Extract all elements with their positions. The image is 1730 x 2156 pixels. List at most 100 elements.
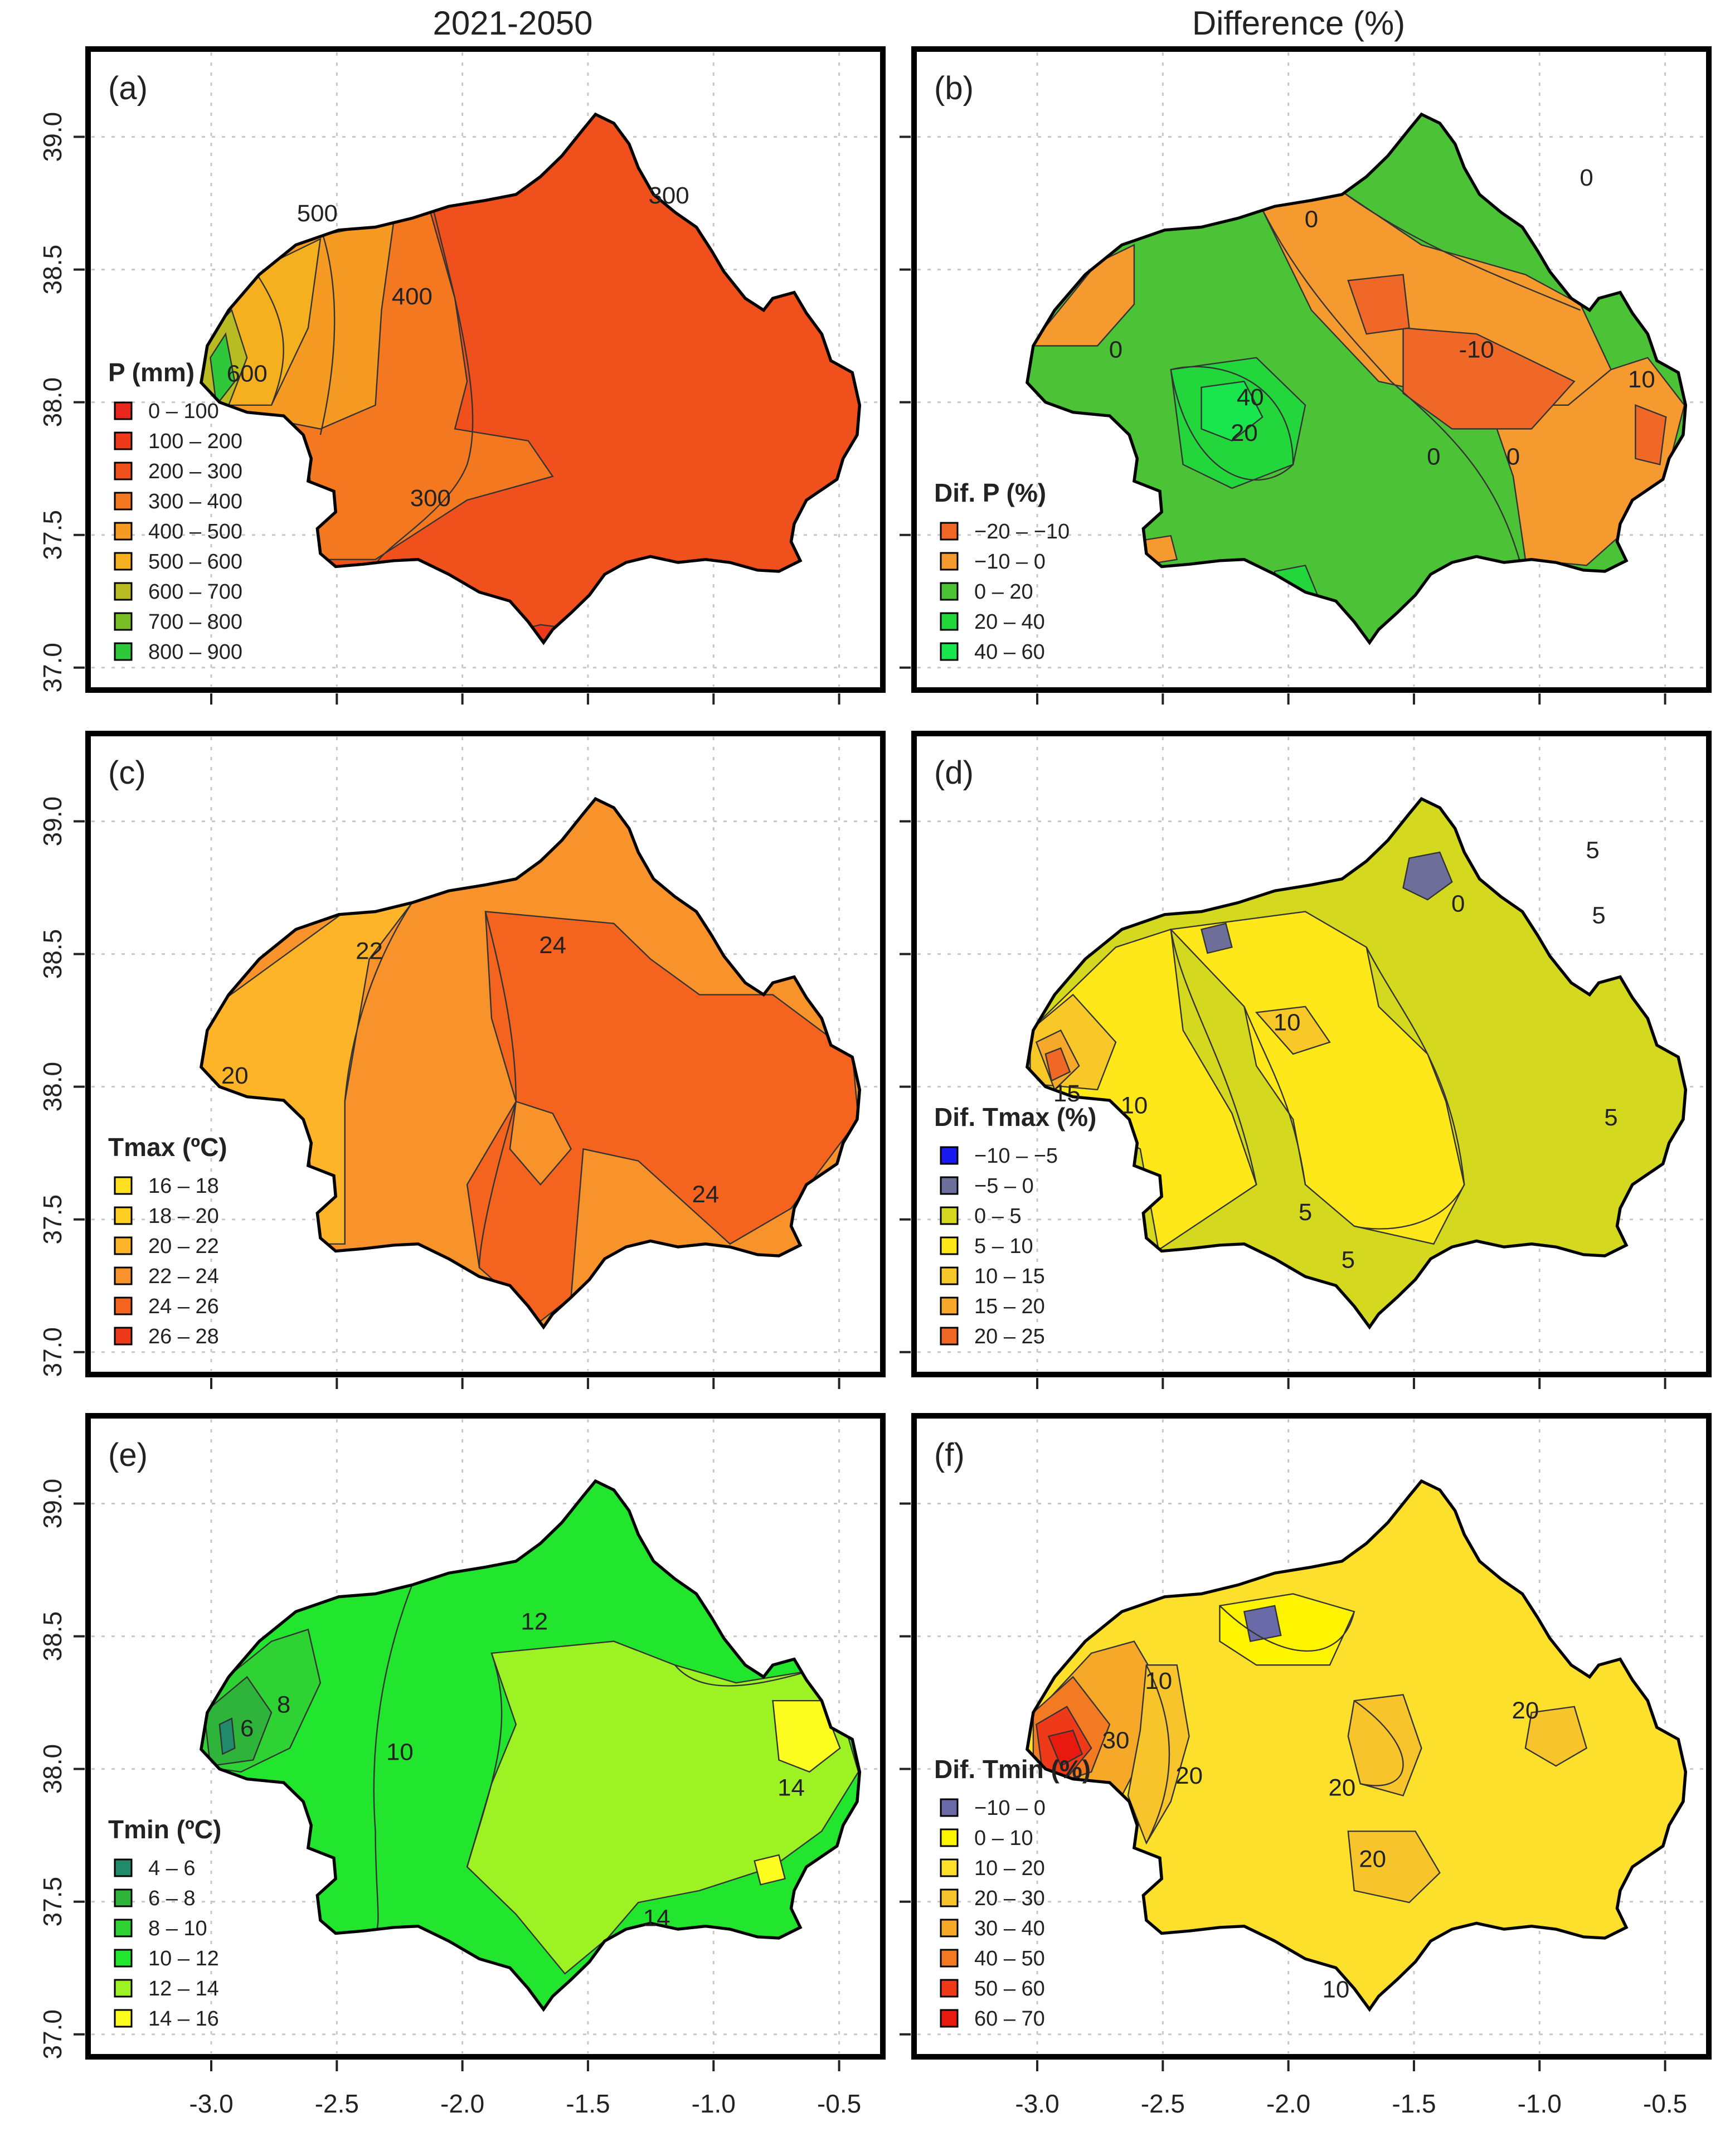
legend-label: 50 – 60 <box>974 1977 1045 2000</box>
map-region: 10 30 20 20 20 20 10 <box>1027 1481 1685 2009</box>
contour-label: 12 <box>521 1609 548 1635</box>
y-tick-label: 37.0 <box>38 643 67 693</box>
class-area-d-neg20 <box>1635 404 1667 465</box>
legend-label: 12 – 14 <box>148 1977 219 2000</box>
contour-label: 20 <box>1512 1698 1539 1724</box>
legend-swatch <box>940 1828 959 1847</box>
contour-line <box>375 197 474 566</box>
legend-swatch <box>940 1296 959 1315</box>
class-areas <box>201 1585 859 1975</box>
legend-swatch <box>114 522 133 541</box>
legend-label: 20 – 22 <box>148 1235 219 1258</box>
legend-label: 40 – 60 <box>974 640 1045 664</box>
legend-swatch <box>940 1979 959 1998</box>
legend-label: 40 – 50 <box>974 1947 1045 1970</box>
y-tick-label: 39.0 <box>38 1479 67 1529</box>
panel-e: 12 86 10 14 14 (e) Tmin (ºC) 4 – 6 6 – 8 8 – 10 10… <box>85 1413 886 2060</box>
contour-label: 20 <box>1328 1775 1355 1801</box>
y-tick-label: 39.0 <box>38 797 67 847</box>
y-tick-label: 38.5 <box>38 245 67 295</box>
legend-title: Dif. P (%) <box>934 478 1046 507</box>
panel-tag: (b) <box>934 70 974 106</box>
x-tick-label: -1.0 <box>1518 2089 1562 2118</box>
x-tick-label: -2.0 <box>1266 2089 1310 2118</box>
class-areas <box>1029 851 1465 1251</box>
y-tick-label: 37.5 <box>38 1877 67 1927</box>
column-title-left: 2021-2050 <box>433 4 593 42</box>
legend-label: 16 – 18 <box>148 1174 219 1198</box>
contour-label: 10 <box>1322 1977 1349 2003</box>
contour-label: 14 <box>643 1905 670 1931</box>
class-areas <box>201 197 566 643</box>
contour-label: 300 <box>410 485 451 511</box>
x-tick-label: -3.0 <box>189 2089 233 2118</box>
legend-swatch <box>114 1888 133 1907</box>
contour-label: 22 <box>356 938 383 964</box>
legend-label: 26 – 28 <box>148 1325 219 1348</box>
x-tick-label: -2.5 <box>1141 2089 1185 2118</box>
legend-swatch <box>114 582 133 601</box>
column-title-right: Difference (%) <box>1192 4 1405 42</box>
legend-swatch <box>940 1798 959 1817</box>
legend-title: Dif. Tmax (%) <box>934 1103 1096 1132</box>
legend-swatch <box>114 1949 133 1968</box>
legend-swatch <box>114 1266 133 1285</box>
contour-line <box>1256 197 1520 560</box>
legend: P (mm) 0 – 100 100 – 200 200 – 300 300 – 400… <box>108 358 242 664</box>
legend-swatch <box>940 1236 959 1255</box>
legend-swatch <box>114 462 133 480</box>
legend-label: 22 – 24 <box>148 1265 219 1288</box>
contour-label: 0 <box>1580 164 1593 191</box>
legend-swatch <box>114 1327 133 1346</box>
legend-swatch <box>114 2009 133 2028</box>
contour-line <box>1170 366 1294 481</box>
contour-line <box>319 227 336 435</box>
contour-label: 5 <box>1342 1247 1355 1273</box>
legend-label: 30 – 40 <box>974 1917 1045 1940</box>
legend-label: 8 – 10 <box>148 1917 207 1940</box>
contour-label: 24 <box>539 933 566 959</box>
legend-swatch <box>940 1949 959 1968</box>
contour-line <box>1243 1006 1306 1185</box>
contour-label: 5 <box>1592 902 1605 929</box>
contour-label: 0 <box>1109 337 1122 363</box>
contour-line <box>1219 1605 1355 1652</box>
legend-swatch <box>940 642 959 661</box>
legend-swatch <box>114 1236 133 1255</box>
class-area-t-22-24 <box>509 1100 572 1186</box>
panel-tag: (d) <box>934 755 974 791</box>
legend: Tmin (ºC) 4 – 6 6 – 8 8 – 10 10 – 12 12 – 14 1… <box>108 1815 221 2031</box>
contour-label: 10 <box>386 1739 414 1765</box>
x-tick-label: -1.5 <box>566 2089 610 2118</box>
legend-label: −20 – −10 <box>974 520 1070 543</box>
legend-swatch <box>940 1327 959 1346</box>
x-tick-label: -2.5 <box>315 2089 359 2118</box>
contour-label: 24 <box>692 1182 719 1208</box>
contour-label: 500 <box>297 200 338 226</box>
legend-title: Dif. Tmin (%) <box>934 1755 1091 1784</box>
contour-line <box>466 1653 503 1867</box>
legend-swatch <box>940 552 959 571</box>
map-region: 300 500 400 600 300 <box>198 114 859 643</box>
legend-label: −10 – 0 <box>974 550 1046 574</box>
class-area-dt-5-10 <box>1169 911 1465 1245</box>
class-areas <box>1032 1593 1588 1904</box>
panel-tag: (c) <box>108 755 146 791</box>
contour-label: 30 <box>1102 1727 1130 1754</box>
legend-label: 60 – 70 <box>974 2007 1045 2031</box>
legend-swatch <box>114 492 133 511</box>
contour-label: 5 <box>1586 837 1599 863</box>
panel-c: 22 24 20 24 (c) Tmax (ºC) 16 – 18 18 – 20 20 – 2… <box>85 731 886 1377</box>
legend-swatch <box>114 612 133 631</box>
legend-swatch <box>940 1266 959 1285</box>
legend-label: 400 – 500 <box>148 520 242 543</box>
class-area-f-20-30 <box>1127 1664 1190 1845</box>
legend-swatch <box>940 612 959 631</box>
class-area-p-800-900 <box>210 332 236 407</box>
y-tick-label: 37.0 <box>38 2009 67 2060</box>
legend-label: 0 – 5 <box>974 1205 1022 1228</box>
contour-label: 20 <box>221 1063 249 1089</box>
contour-label: 300 <box>648 182 689 208</box>
legend-swatch <box>940 2009 959 2028</box>
